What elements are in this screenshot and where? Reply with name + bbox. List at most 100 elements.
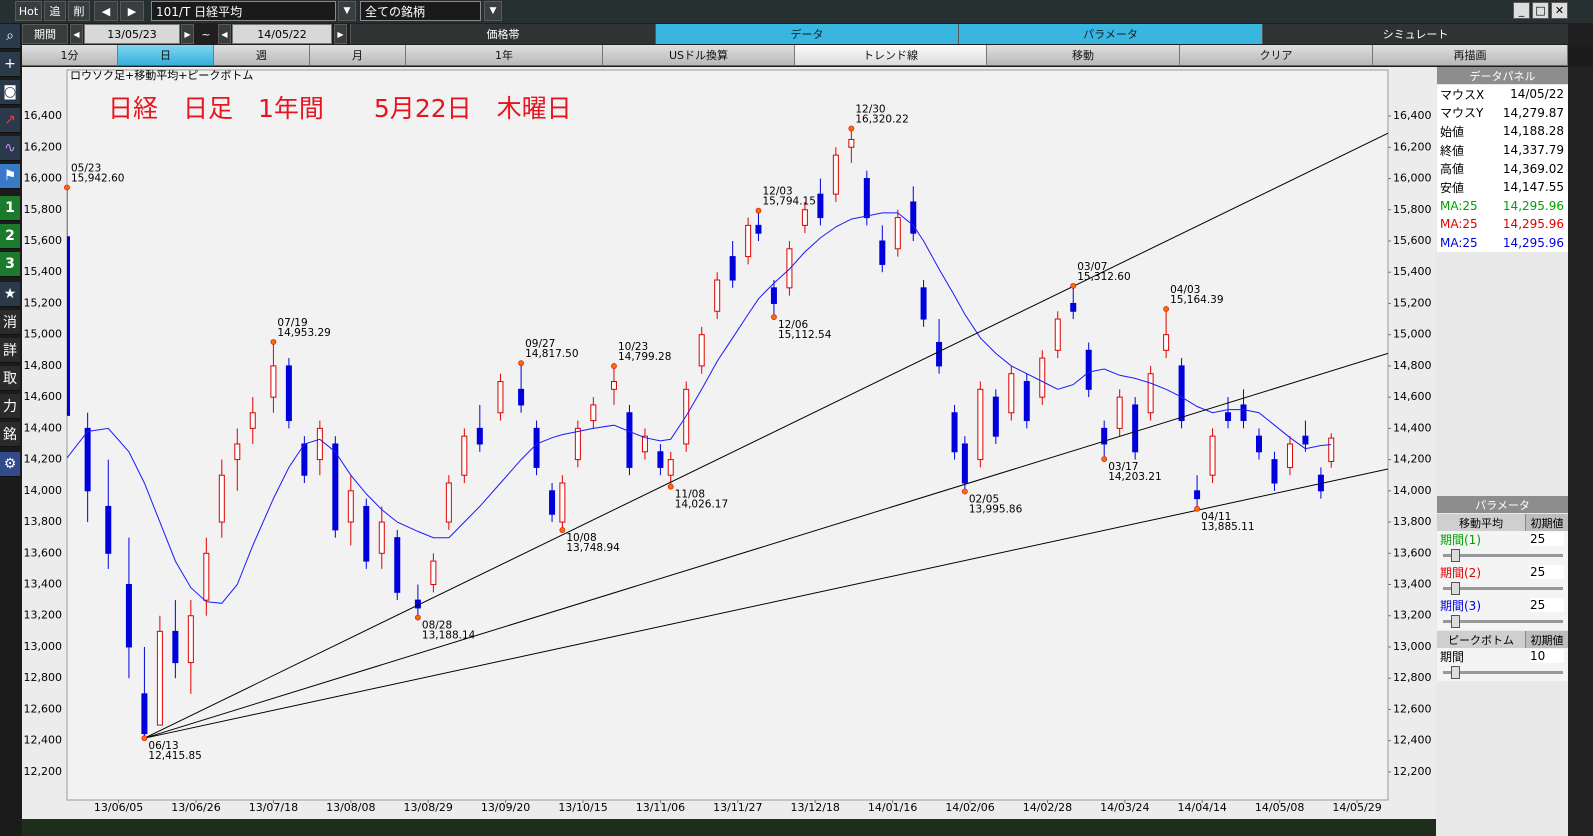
period-button[interactable]: 月 [310, 45, 406, 66]
chart-title: ロウソク足+移動平均+ピークボトム [70, 68, 253, 82]
x-tick-label: 14/01/16 [868, 801, 917, 814]
data-value: 14/05/22 [1510, 87, 1564, 102]
sidebar-button[interactable]: 1 [0, 196, 20, 221]
filter-dropdown[interactable]: ▼ [484, 1, 502, 21]
hot-button[interactable]: Hot [15, 1, 42, 21]
param-slider[interactable] [1437, 613, 1568, 630]
tab[interactable]: パラメータ [958, 24, 1262, 44]
peak-value: 13,188.14 [422, 630, 476, 642]
param-value[interactable]: 25 [1530, 565, 1564, 579]
peak-value: 14,026.17 [675, 499, 728, 511]
star-icon[interactable]: ★ [0, 282, 20, 307]
trend-line [144, 132, 1388, 739]
next-button[interactable]: ▶ [120, 1, 144, 21]
delete-button[interactable]: 削 [68, 1, 90, 21]
data-value: 14,295.96 [1502, 198, 1564, 213]
maximize-button[interactable]: □ [1532, 2, 1549, 19]
candle-body [1271, 459, 1278, 484]
add-icon[interactable]: + [0, 52, 20, 77]
from-date[interactable]: 13/05/23 [84, 24, 180, 44]
slider-thumb[interactable] [1451, 615, 1460, 628]
sidebar-button[interactable]: 消 [0, 310, 20, 335]
period-button[interactable]: 週 [214, 45, 310, 66]
line-icon[interactable]: ∿ [0, 136, 20, 161]
candle-body [301, 443, 308, 476]
period-button[interactable]: 1分 [22, 45, 118, 66]
filter-field[interactable]: 全ての銘柄 [360, 1, 481, 21]
scrollbar[interactable] [1568, 67, 1593, 836]
sidebar-button[interactable]: 2 [0, 224, 20, 249]
tab[interactable]: データ [655, 24, 958, 44]
slider-thumb[interactable] [1451, 666, 1460, 679]
candle-body [657, 451, 664, 468]
symbol-dropdown[interactable]: ▼ [338, 1, 356, 21]
peak-date: 09/27 [525, 338, 555, 350]
param-slider[interactable] [1437, 547, 1568, 564]
sidebar-button[interactable]: 力 [0, 394, 20, 419]
param-label: 期間 [1440, 649, 1465, 664]
chart-annotation: 日経 日足 1年間 5月22日 木曜日 [108, 94, 572, 123]
candle-body [1147, 373, 1154, 414]
peak-marker [848, 125, 855, 132]
candle-body [1328, 437, 1335, 462]
candle-body [992, 396, 999, 437]
search-icon[interactable]: ⌕ [0, 24, 20, 49]
to-date[interactable]: 14/05/22 [232, 24, 332, 44]
candle-body [1255, 435, 1262, 453]
period-button[interactable]: クリア [1180, 45, 1373, 66]
peak-value: 13,748.94 [566, 542, 620, 554]
sidebar-button[interactable]: 詳 [0, 338, 20, 363]
peak-marker [961, 488, 968, 495]
candle-body [445, 482, 452, 523]
chart-icon[interactable]: ↗ [0, 108, 20, 133]
param-value[interactable]: 25 [1530, 598, 1564, 612]
peak-marker [64, 184, 70, 191]
candle-body [1054, 318, 1061, 351]
param-slider[interactable] [1437, 580, 1568, 597]
param-value[interactable]: 10 [1530, 649, 1564, 663]
tab[interactable]: シミュレート [1262, 24, 1568, 44]
add-button[interactable]: 追 [44, 1, 66, 21]
period-button[interactable]: 1年 [406, 45, 603, 66]
slider-thumb[interactable] [1451, 582, 1460, 595]
sidebar-button[interactable]: 3 [0, 252, 20, 277]
period-button[interactable]: USドル換算 [603, 45, 795, 66]
period-button[interactable]: 移動 [987, 45, 1180, 66]
settings-icon[interactable]: ⚙ [0, 452, 20, 477]
to-next[interactable]: ▶ [334, 24, 347, 44]
prev-button[interactable]: ◀ [94, 1, 118, 21]
close-button[interactable]: ✕ [1551, 2, 1568, 19]
period-button[interactable]: 日 [118, 45, 214, 66]
y2-tick-label: 14,200 [1393, 453, 1432, 466]
symbol-field[interactable]: 101/T 日経平均 [151, 1, 336, 21]
candle-body [1116, 396, 1123, 429]
period-button[interactable]: トレンド線 [795, 45, 987, 66]
candle-body [518, 388, 525, 406]
to-prev[interactable]: ◀ [218, 24, 231, 44]
sidebar-button[interactable]: 取 [0, 366, 20, 391]
reset-button[interactable]: 初期値 [1525, 514, 1568, 531]
peak-marker [414, 614, 421, 621]
candle-body [461, 435, 468, 476]
slider-thumb[interactable] [1451, 549, 1460, 562]
y-tick-label: 16,000 [24, 172, 63, 185]
candle-body [559, 482, 566, 523]
minimize-button[interactable]: _ [1513, 2, 1530, 19]
period-button[interactable]: 再描画 [1373, 45, 1568, 66]
y-tick-label: 14,600 [24, 390, 63, 403]
flag-icon[interactable]: ⚑ [0, 164, 20, 189]
data-label: 安値 [1440, 180, 1465, 195]
sidebar-button[interactable]: 銘 [0, 422, 20, 447]
peak-date: 10/23 [618, 341, 648, 353]
candle-body [285, 365, 292, 422]
param-slider[interactable] [1437, 664, 1568, 681]
tab[interactable]: 価格帯 [350, 24, 655, 44]
from-next[interactable]: ▶ [181, 24, 194, 44]
data-row: マウスY 14,279.87 [1437, 103, 1568, 123]
peak-marker [755, 207, 762, 214]
reset-button[interactable]: 初期値 [1525, 631, 1568, 648]
from-prev[interactable]: ◀ [70, 24, 83, 44]
camera-icon[interactable]: ◙ [0, 80, 20, 105]
param-value[interactable]: 25 [1530, 532, 1564, 546]
x-tick-label: 13/10/15 [558, 801, 607, 814]
